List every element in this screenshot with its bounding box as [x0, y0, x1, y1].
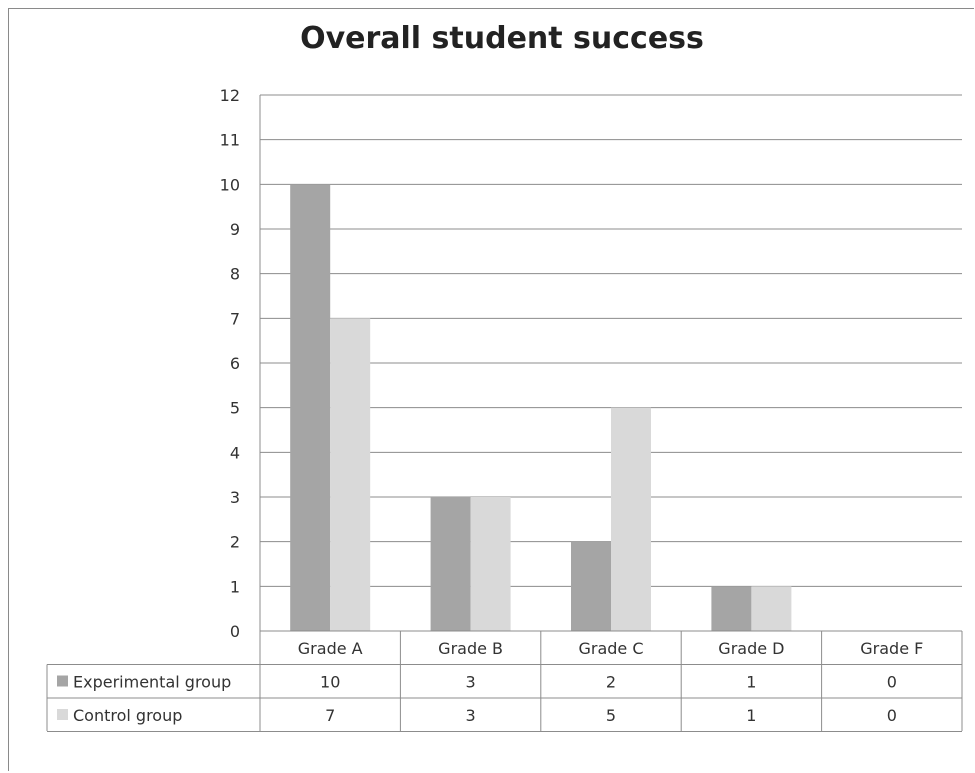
data-table-value: 0 — [887, 706, 897, 725]
bar-control-group-grade-c — [611, 407, 651, 631]
data-table-value: 1 — [746, 673, 756, 692]
x-category-label: Grade A — [298, 639, 363, 658]
y-tick-label: 2 — [230, 533, 240, 552]
y-tick-label: 0 — [230, 622, 240, 641]
data-table-value: 2 — [606, 673, 616, 692]
legend-swatch — [57, 675, 68, 687]
y-tick-label: 10 — [220, 175, 240, 194]
chart-title: Overall student success — [300, 21, 704, 56]
x-category-label: Grade D — [718, 639, 784, 658]
y-tick-label: 9 — [230, 220, 240, 239]
bar-control-group-grade-d — [751, 586, 792, 631]
legend-series-name: Control group — [73, 706, 182, 725]
bar-experimental-group-grade-b — [430, 497, 471, 631]
bar-experimental-group-grade-d — [711, 586, 752, 631]
y-tick-label: 12 — [220, 86, 240, 105]
data-table-value: 1 — [746, 706, 756, 725]
data-table-value: 10 — [320, 673, 340, 692]
y-tick-label: 6 — [230, 354, 240, 373]
legend-swatch — [57, 709, 68, 720]
bar-experimental-group-grade-a — [290, 184, 331, 632]
x-category-label: Grade C — [578, 639, 643, 658]
y-tick-label: 5 — [230, 399, 240, 418]
y-tick-label: 3 — [230, 488, 240, 507]
chart-frame — [8, 8, 974, 771]
y-tick-label: 4 — [230, 443, 240, 462]
y-tick-label: 1 — [230, 577, 240, 596]
x-category-label: Grade B — [438, 639, 503, 658]
y-tick-label: 7 — [230, 309, 240, 328]
y-tick-label: 11 — [220, 131, 240, 150]
y-tick-label: 8 — [230, 265, 240, 284]
bar-control-group-grade-a — [330, 318, 371, 631]
data-table-value: 3 — [466, 706, 476, 725]
bar-experimental-group-grade-c — [571, 541, 611, 631]
data-table-value: 3 — [466, 673, 476, 692]
bars — [290, 184, 792, 632]
x-category-label: Grade F — [860, 639, 923, 658]
data-table-value: 5 — [606, 706, 616, 725]
data-table: Grade A Grade B Grade C Grade D Grade F Exper… — [46, 95, 963, 732]
legend-series-name: Experimental group — [73, 673, 231, 692]
bar-control-group-grade-b — [470, 497, 511, 631]
data-table-value: 0 — [887, 673, 897, 692]
data-table-value: 7 — [325, 706, 335, 725]
